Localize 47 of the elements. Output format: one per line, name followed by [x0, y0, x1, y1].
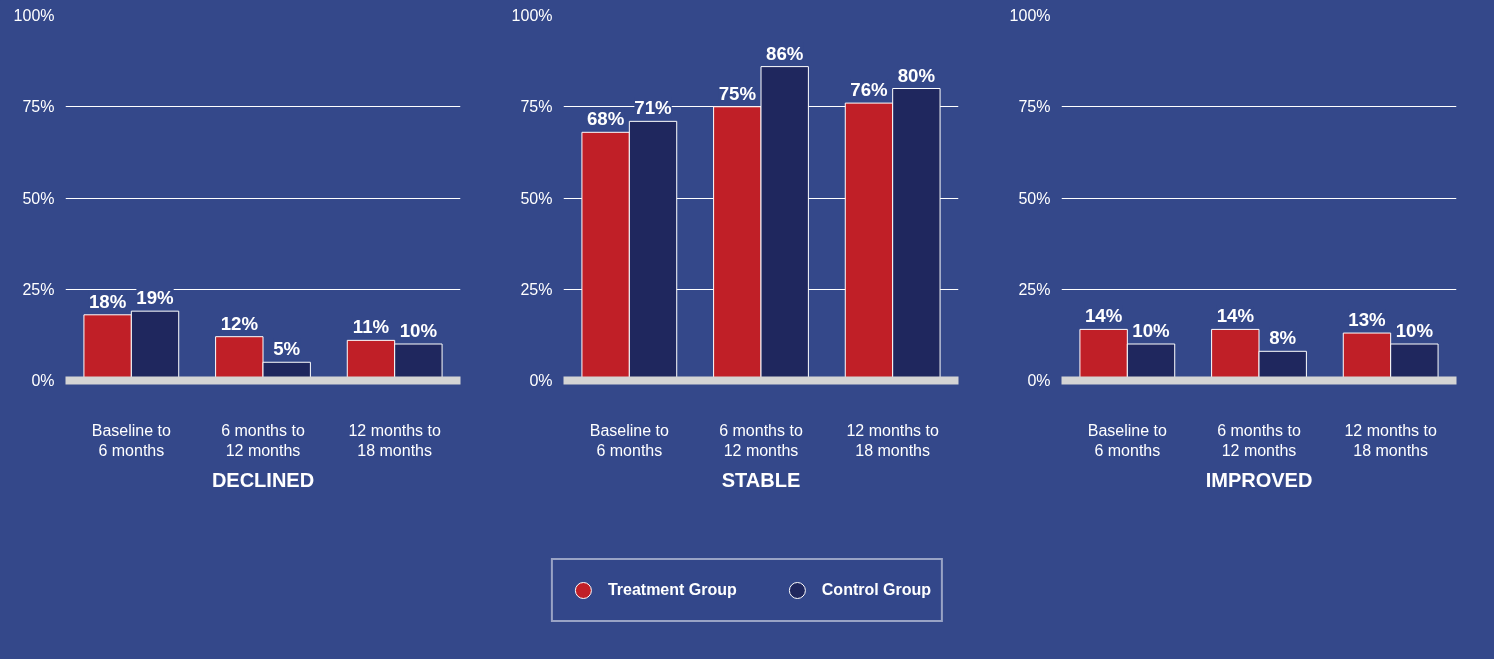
y-tick-label: 100%: [1009, 7, 1051, 24]
data-label: 76%: [850, 79, 889, 101]
y-tick-label: 50%: [22, 189, 55, 207]
data-label: 5%: [273, 338, 301, 360]
data-label: 18%: [88, 290, 127, 312]
data-label: 10%: [399, 320, 438, 341]
x-tick-label: Baseline to 6 months: [91, 421, 172, 459]
x-tick-label: 12 months to 18 months: [348, 421, 442, 459]
x-tick-label: 12 months to 18 months: [1344, 421, 1438, 459]
data-label: 71%: [634, 97, 673, 119]
data-label: 80%: [897, 64, 936, 86]
text: STABLE: [721, 468, 801, 491]
legend-label: Control Group: [821, 581, 932, 599]
y-tick-label: 75%: [1018, 98, 1051, 116]
y-tick-label: 100%: [511, 7, 553, 24]
text: DECLINED: [211, 468, 315, 491]
data-label: 68%: [586, 108, 625, 130]
y-tick-label: 50%: [520, 189, 553, 207]
y-tick-label: 0%: [31, 372, 55, 389]
data-label: 8%: [1269, 327, 1297, 349]
x-tick-label: Baseline to 6 months: [1087, 421, 1168, 459]
data-label: 10%: [1395, 320, 1434, 341]
data-label: 14%: [1216, 305, 1255, 327]
x-tick-label: 6 months to 12 months: [221, 421, 305, 459]
x-tick-label: 6 months to 12 months: [1217, 421, 1301, 459]
data-label: 12%: [220, 312, 259, 334]
data-label: 14%: [1084, 305, 1123, 327]
data-label: 19%: [136, 287, 175, 309]
x-tick-label: 6 months to 12 months: [719, 421, 803, 459]
data-label: 86%: [766, 42, 804, 64]
data-label: 75%: [718, 82, 757, 104]
y-tick-label: 75%: [22, 98, 55, 116]
data-label: 11%: [352, 316, 390, 338]
data-label: 10%: [1132, 320, 1171, 341]
y-tick-label: 0%: [1027, 372, 1051, 389]
data-label: 13%: [1348, 309, 1387, 331]
y-tick-label: 100%: [13, 7, 55, 24]
legend-label: Treatment Group: [607, 581, 737, 599]
y-tick-label: 25%: [520, 280, 553, 298]
y-tick-label: 25%: [22, 280, 55, 298]
text: IMPROVED: [1205, 468, 1313, 491]
y-tick-label: 0%: [529, 372, 553, 389]
y-tick-label: 75%: [520, 98, 553, 116]
y-tick-label: 50%: [1018, 189, 1051, 207]
y-tick-label: 25%: [1018, 280, 1051, 298]
x-tick-label: 12 months to 18 months: [846, 421, 940, 459]
x-tick-label: Baseline to 6 months: [589, 421, 670, 459]
